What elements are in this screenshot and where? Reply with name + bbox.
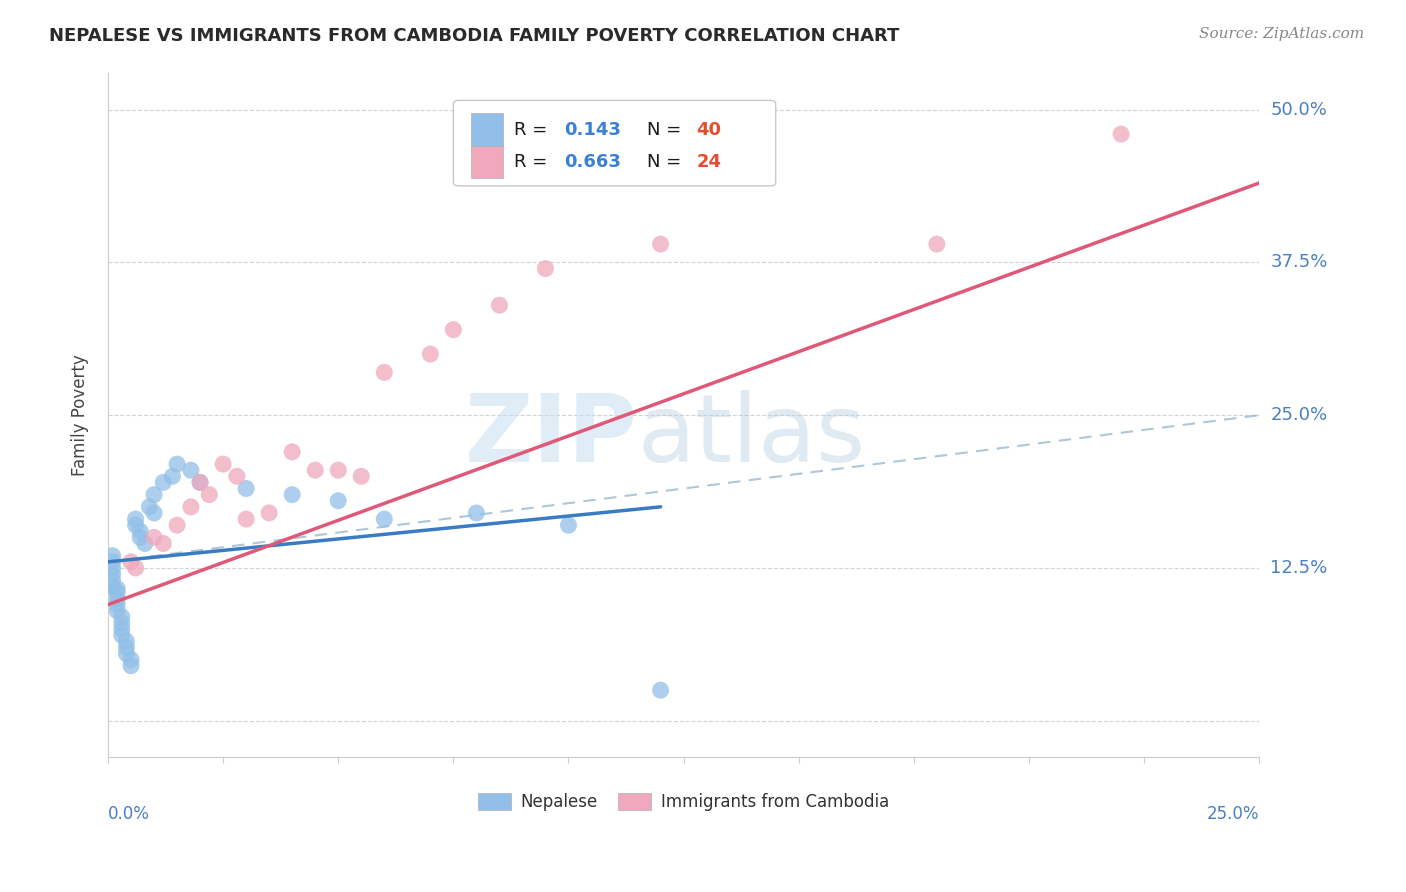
Point xyxy=(350,469,373,483)
Point xyxy=(166,457,188,471)
Point xyxy=(124,512,146,526)
Point xyxy=(115,634,138,648)
Text: ZIP: ZIP xyxy=(465,390,637,482)
Point xyxy=(120,658,142,673)
Text: 25.0%: 25.0% xyxy=(1271,406,1327,425)
Point xyxy=(115,640,138,655)
Text: 40: 40 xyxy=(696,120,721,139)
Point xyxy=(162,469,184,483)
Point xyxy=(328,463,350,477)
Point xyxy=(129,530,152,544)
Point xyxy=(373,512,395,526)
Point xyxy=(180,463,202,477)
Point xyxy=(650,237,672,252)
Text: NEPALESE VS IMMIGRANTS FROM CAMBODIA FAMILY POVERTY CORRELATION CHART: NEPALESE VS IMMIGRANTS FROM CAMBODIA FAM… xyxy=(49,27,900,45)
Point xyxy=(257,506,280,520)
Point xyxy=(152,475,174,490)
Point xyxy=(143,506,166,520)
Point xyxy=(105,591,128,606)
Text: 0.143: 0.143 xyxy=(564,120,621,139)
Point xyxy=(120,652,142,666)
Point xyxy=(115,647,138,661)
Text: atlas: atlas xyxy=(637,390,866,482)
Y-axis label: Family Poverty: Family Poverty xyxy=(72,354,89,476)
Point xyxy=(111,628,134,642)
Point xyxy=(226,469,249,483)
Point xyxy=(124,561,146,575)
Point xyxy=(134,536,156,550)
Text: R =: R = xyxy=(515,120,554,139)
Text: 25.0%: 25.0% xyxy=(1206,805,1260,823)
Point xyxy=(419,347,441,361)
Point xyxy=(235,482,257,496)
Point xyxy=(101,567,124,582)
Point xyxy=(465,506,488,520)
FancyBboxPatch shape xyxy=(471,145,503,178)
Point xyxy=(101,573,124,587)
Point xyxy=(105,604,128,618)
Point xyxy=(650,683,672,698)
Point xyxy=(101,555,124,569)
Point xyxy=(124,518,146,533)
Point xyxy=(188,475,211,490)
Point xyxy=(180,500,202,514)
Point xyxy=(441,323,464,337)
FancyBboxPatch shape xyxy=(453,101,776,186)
Text: 37.5%: 37.5% xyxy=(1271,253,1327,271)
Point xyxy=(143,488,166,502)
Point xyxy=(1109,127,1132,141)
Point xyxy=(120,555,142,569)
Point xyxy=(111,610,134,624)
Point xyxy=(235,512,257,526)
Point xyxy=(328,493,350,508)
Point xyxy=(166,518,188,533)
Point xyxy=(143,530,166,544)
Text: 0.663: 0.663 xyxy=(564,153,621,171)
Point xyxy=(152,536,174,550)
Text: Source: ZipAtlas.com: Source: ZipAtlas.com xyxy=(1198,27,1364,41)
Point xyxy=(488,298,510,312)
Text: N =: N = xyxy=(647,153,686,171)
Point xyxy=(105,582,128,596)
Legend: Nepalese, Immigrants from Cambodia: Nepalese, Immigrants from Cambodia xyxy=(471,786,897,817)
Point xyxy=(281,445,304,459)
Point xyxy=(281,488,304,502)
Text: 0.0%: 0.0% xyxy=(108,805,150,823)
Point xyxy=(198,488,221,502)
Point xyxy=(101,579,124,593)
Point xyxy=(105,598,128,612)
Point xyxy=(138,500,160,514)
Text: R =: R = xyxy=(515,153,554,171)
Point xyxy=(188,475,211,490)
Point xyxy=(129,524,152,539)
Point xyxy=(534,261,557,276)
Text: 50.0%: 50.0% xyxy=(1271,101,1327,119)
Point xyxy=(373,366,395,380)
Point xyxy=(304,463,326,477)
Point xyxy=(925,237,948,252)
FancyBboxPatch shape xyxy=(471,113,503,146)
Point xyxy=(111,622,134,636)
Point xyxy=(101,549,124,563)
Point xyxy=(105,585,128,599)
Text: 24: 24 xyxy=(696,153,721,171)
Point xyxy=(101,561,124,575)
Point xyxy=(111,615,134,630)
Text: 12.5%: 12.5% xyxy=(1271,559,1327,577)
Point xyxy=(557,518,579,533)
Text: N =: N = xyxy=(647,120,686,139)
Point xyxy=(212,457,235,471)
